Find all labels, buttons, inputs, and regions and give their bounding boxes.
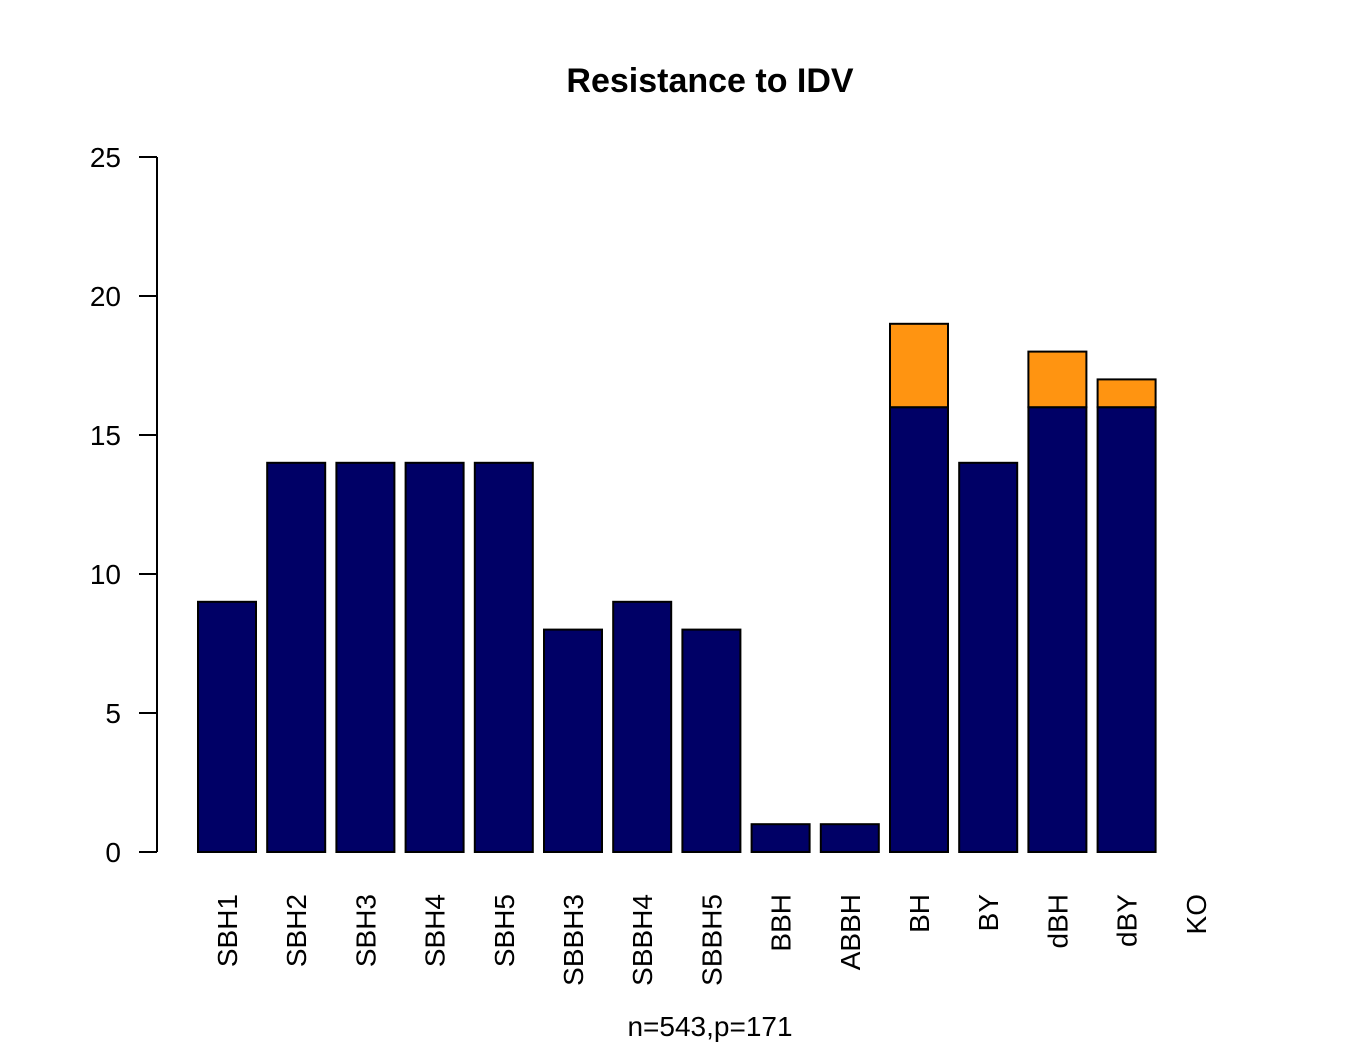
bar-SBH1-base	[197, 600, 257, 853]
x-tick-label: ABBH	[835, 894, 866, 970]
x-tick-label: BY	[973, 894, 1004, 932]
x-tick-label: SBH5	[489, 894, 520, 967]
x-axis-labels: SBH1 SBH2 SBH3 SBH4 SBH5 SBBH3 SBBH4 SBBH5 BBH AB…	[212, 894, 1212, 986]
bar-dBY-additional	[1096, 378, 1157, 409]
bars	[197, 322, 1157, 854]
x-tick-label: dBH	[1042, 894, 1073, 948]
x-tick-label: SBBH5	[696, 894, 727, 986]
y-tick-label: 10	[90, 559, 121, 590]
bar-dBH-additional	[1027, 350, 1088, 409]
bar-dBY-base	[1096, 406, 1157, 853]
x-tick-label: SBBH3	[558, 894, 589, 986]
bar-BH-additional	[889, 322, 949, 409]
bar-SBBH4-base	[612, 600, 673, 853]
x-tick-label: BBH	[766, 894, 797, 952]
bar-SBH2-base	[266, 461, 327, 853]
x-tick-label: KO	[1181, 894, 1212, 934]
y-tick-label: 0	[105, 837, 121, 868]
bar-SBH4-base	[404, 461, 465, 853]
y-tick-label: 25	[90, 142, 121, 173]
y-tick-label: 5	[105, 698, 121, 729]
bar-SBBH3-base	[543, 628, 603, 853]
bar-BH-base	[889, 406, 949, 853]
x-tick-label: SBH1	[212, 894, 243, 967]
x-axis-label: n=543,p=171	[627, 1011, 792, 1042]
bar-SBH3-base	[335, 461, 396, 853]
y-tick-label: 15	[90, 420, 121, 451]
x-tick-label: BH	[904, 894, 935, 933]
bar-BBH-base	[750, 823, 811, 854]
y-tick-label: 20	[90, 281, 121, 312]
bar-ABBH-base	[819, 823, 880, 854]
bar-dBH-base	[1027, 406, 1088, 853]
bar-SBH5-base	[473, 461, 534, 853]
bar-SBBH5-base	[681, 628, 742, 853]
x-tick-label: SBBH4	[627, 894, 658, 986]
x-tick-label: SBH2	[281, 894, 312, 967]
chart-title: Resistance to IDV	[566, 62, 854, 100]
x-tick-label: dBY	[1112, 894, 1143, 947]
x-tick-label: SBH4	[420, 894, 451, 967]
y-axis: 0 5 10 15 20 25	[90, 142, 158, 868]
bar-BY-base	[958, 461, 1019, 853]
x-tick-label: SBH3	[350, 894, 381, 967]
